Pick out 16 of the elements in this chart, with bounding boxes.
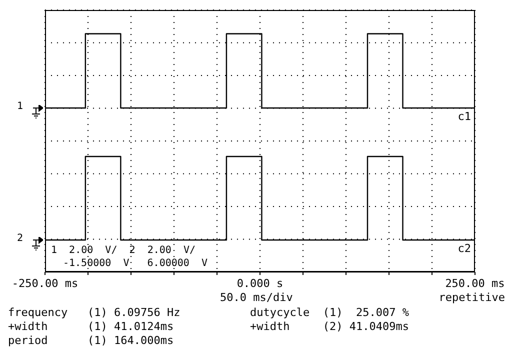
text: repetitive — [438, 291, 505, 304]
x-tick-label: 250.00 ms — [445, 277, 505, 290]
text: 1 — [17, 100, 24, 113]
text: period (1) 164.000ms — [8, 334, 174, 347]
text: dutycycle (1) 25.007 % — [250, 306, 409, 319]
text: 1 2.00 V/ 2 2.00 V/ — [51, 244, 196, 257]
text: 2 — [17, 232, 24, 246]
x-tick-label: -250.00 ms — [12, 277, 78, 290]
text: 50.0 ms/div — [220, 291, 293, 304]
text: +width (2) 41.0409ms — [250, 320, 409, 333]
text: frequency (1) 6.09756 Hz — [8, 306, 180, 319]
series-label: c2 — [458, 242, 471, 256]
x-tick-label: 0.000 s — [236, 277, 284, 290]
text: -1.50000 V 6.00000 V — [63, 257, 208, 270]
series-label: c1 — [458, 110, 471, 123]
text: +width (1) 41.0124ms — [8, 320, 174, 333]
